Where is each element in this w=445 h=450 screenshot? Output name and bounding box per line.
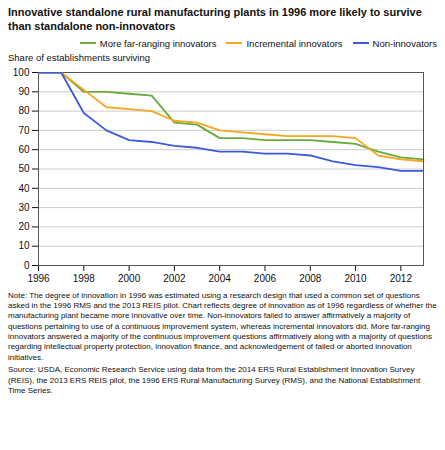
html-text:Source: USDA, Economic Researc: Source: USDA, Economic Research Service … — [8, 365, 421, 395]
html-text:More far-ranging innovators: More far-ranging innovators — [99, 37, 217, 49]
svg-text:10: 10 — [18, 240, 30, 251]
svg-text:0: 0 — [24, 259, 30, 270]
svg-text:90: 90 — [18, 86, 30, 97]
svg-text:70: 70 — [18, 124, 30, 135]
svg-text:2000: 2000 — [118, 272, 141, 283]
svg-text:2004: 2004 — [209, 272, 232, 283]
svg-text:40: 40 — [18, 182, 30, 193]
svg-text:2008: 2008 — [299, 272, 322, 283]
svg-text:20: 20 — [18, 221, 30, 232]
html-text:Innovative standalone rural ma: Innovative standalone rural manufacturin… — [8, 6, 422, 32]
svg-text:2002: 2002 — [163, 272, 186, 283]
html-text:Non-innovators: Non-innovators — [372, 37, 437, 49]
svg-text:100: 100 — [13, 66, 30, 77]
svg-text:50: 50 — [18, 163, 30, 174]
html-text:Incremental innovators: Incremental innovators — [246, 37, 343, 49]
svg-text:2012: 2012 — [390, 272, 413, 283]
svg-text:60: 60 — [18, 143, 30, 154]
svg-text:1998: 1998 — [73, 272, 96, 283]
svg-text:80: 80 — [18, 105, 30, 116]
svg-text:1996: 1996 — [27, 272, 50, 283]
svg-text:2006: 2006 — [254, 272, 277, 283]
svg-text:30: 30 — [18, 201, 30, 212]
html-text:Note: The degree of innovation: Note: The degree of innovation in 1996 w… — [8, 290, 437, 362]
html-text:Share of establishments surviv: Share of establishments surviving — [8, 51, 150, 63]
svg-text:2010: 2010 — [344, 272, 367, 283]
